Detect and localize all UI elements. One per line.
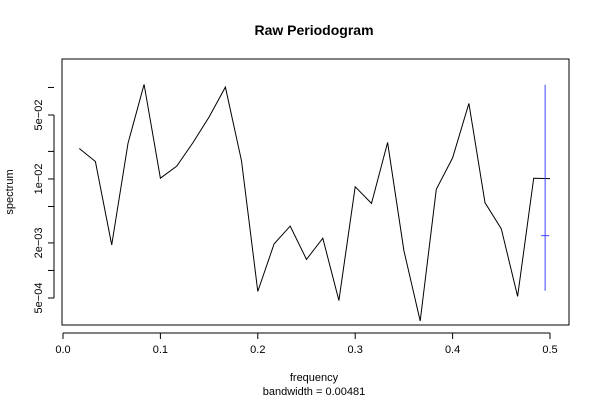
x-tick-label: 0.0 <box>55 344 70 356</box>
x-tick-label: 0.3 <box>348 344 363 356</box>
y-tick-label: 5e−02 <box>33 100 45 131</box>
plot-area-frame <box>61 58 570 326</box>
series-line <box>78 84 551 322</box>
chart-title: Raw Periodogram <box>254 22 373 38</box>
x-tick-label: 0.2 <box>250 344 265 356</box>
x-tick-label: 0.5 <box>542 344 557 356</box>
y-tick-label: 1e−02 <box>33 164 45 195</box>
x-tick-label: 0.4 <box>445 344 460 356</box>
y-axis-label: spectrum <box>4 169 16 214</box>
y-axis: 5e−04 2e−03 1e−02 5e−02 <box>33 86 55 314</box>
bandwidth-subtitle: bandwidth = 0.00481 <box>263 386 365 398</box>
y-tick-label: 2e−03 <box>33 227 45 258</box>
x-axis-label: frequency <box>290 372 339 384</box>
x-axis: 0.0 0.1 0.2 0.3 0.4 0.5 <box>55 332 558 356</box>
x-tick-label: 0.1 <box>153 344 168 356</box>
confidence-bar <box>541 84 550 291</box>
y-tick-label: 5e−04 <box>33 283 45 314</box>
series-layer <box>78 84 551 322</box>
